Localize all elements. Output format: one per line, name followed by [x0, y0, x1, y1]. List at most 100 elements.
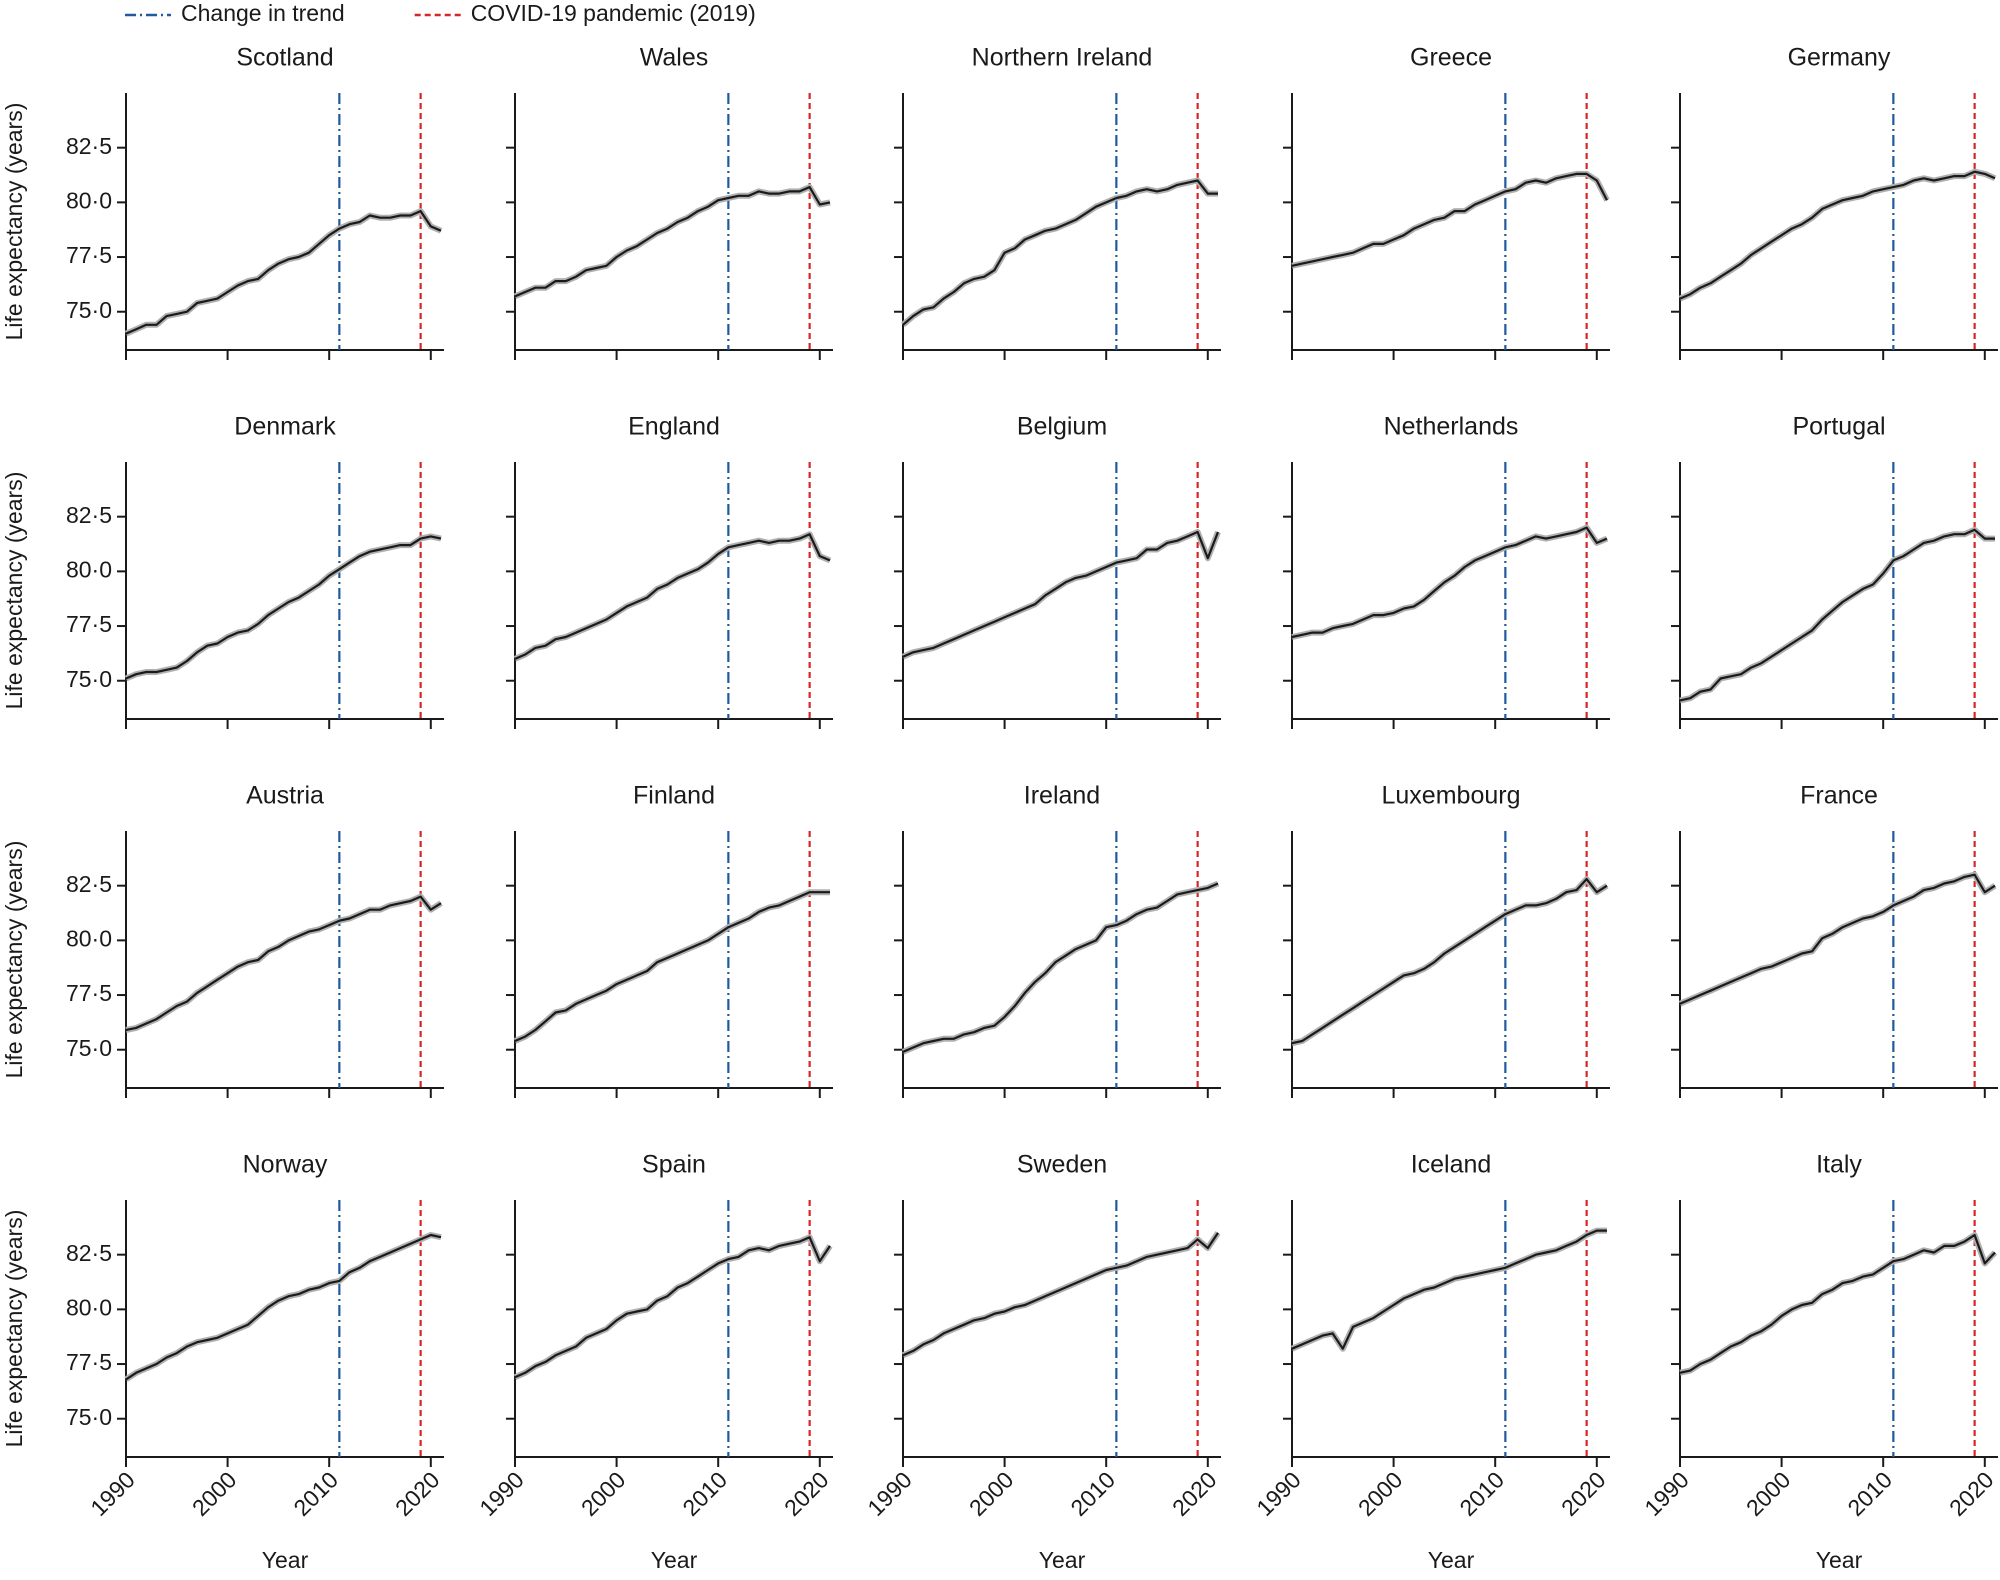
- line-halo: [901, 880, 1220, 1055]
- legend-label: Change in trend: [181, 0, 345, 26]
- panel-title: Denmark: [234, 413, 336, 441]
- x-tick-label: 2020: [1556, 1466, 1611, 1521]
- series-line: [125, 210, 442, 335]
- panel-title: Luxembourg: [1382, 782, 1521, 810]
- y-tick-label: 80·0: [66, 925, 112, 951]
- line-halo: [1291, 876, 1609, 1047]
- panel-title: Belgium: [1017, 413, 1107, 441]
- y-tick-label: 77·5: [66, 242, 112, 268]
- panel-title: Sweden: [1017, 1151, 1107, 1179]
- panel-title: Greece: [1410, 44, 1492, 72]
- x-tick-label: 1990: [1251, 1466, 1306, 1521]
- panel-title: Ireland: [1024, 782, 1100, 810]
- y-tick-label: 82·5: [66, 871, 112, 897]
- x-tick-label: 2000: [964, 1466, 1019, 1521]
- line-halo: [1679, 1232, 1998, 1376]
- panel-title: Germany: [1788, 44, 1891, 72]
- x-tick-label: 2010: [1842, 1466, 1897, 1521]
- panel-title: Austria: [246, 782, 324, 810]
- x-axis-label: Year: [1039, 1547, 1086, 1573]
- x-tick-label: 2000: [1741, 1466, 1796, 1521]
- series-line: [1291, 172, 1608, 267]
- x-axis-label: Year: [651, 1547, 698, 1573]
- y-tick-label: 77·5: [66, 611, 112, 637]
- panel-title: Scotland: [236, 44, 333, 72]
- y-tick-label: 82·5: [66, 1240, 112, 1266]
- panel-title: Netherlands: [1384, 413, 1519, 441]
- series-line: [514, 533, 831, 660]
- x-tick-label: 1990: [1639, 1466, 1694, 1521]
- line-halo: [125, 893, 443, 1033]
- y-tick-label: 75·0: [66, 666, 112, 692]
- panel-title: France: [1800, 782, 1878, 810]
- series-line: [514, 1236, 831, 1379]
- x-tick-label: 2010: [1454, 1466, 1509, 1521]
- x-tick-label: 2000: [187, 1466, 242, 1521]
- y-tick-label: 82·5: [66, 502, 112, 528]
- series-line: [902, 530, 1220, 658]
- x-tick-label: 2010: [288, 1466, 343, 1521]
- x-tick-label: 2020: [390, 1466, 445, 1521]
- line-halo: [901, 529, 1221, 660]
- series-line: [1679, 873, 1996, 1005]
- panel-title: Finland: [633, 782, 715, 810]
- panel-title: Spain: [642, 1151, 706, 1179]
- line-halo: [124, 533, 442, 682]
- line-halo: [513, 1234, 833, 1380]
- series-line: [1291, 878, 1608, 1045]
- line-halo: [513, 531, 832, 662]
- x-axis-label: Year: [1816, 1547, 1863, 1573]
- x-tick-label: 2020: [779, 1466, 834, 1521]
- panel-title: Iceland: [1411, 1151, 1492, 1179]
- y-tick-label: 80·0: [66, 187, 112, 213]
- series-line: [514, 186, 831, 298]
- line-halo: [513, 889, 830, 1044]
- x-tick-label: 2020: [1167, 1466, 1222, 1521]
- x-tick-label: 2010: [1065, 1466, 1120, 1521]
- legend-label: COVID-19 pandemic (2019): [471, 0, 756, 26]
- series-line: [1291, 526, 1608, 639]
- line-halo: [1679, 526, 1995, 704]
- y-axis-label: Life expectancy (years): [1, 472, 27, 710]
- y-tick-label: 77·5: [66, 1349, 112, 1375]
- panel-title: Wales: [640, 44, 709, 72]
- y-tick-label: 80·0: [66, 556, 112, 582]
- x-axis-label: Year: [1428, 1547, 1475, 1573]
- y-tick-label: 75·0: [66, 297, 112, 323]
- x-tick-label: 2020: [1944, 1466, 1999, 1521]
- y-tick-label: 82·5: [66, 133, 112, 159]
- y-tick-label: 77·5: [66, 980, 112, 1006]
- line-halo: [901, 177, 1218, 328]
- y-tick-label: 75·0: [66, 1035, 112, 1061]
- series-line: [1291, 1229, 1607, 1350]
- y-axis-label: Life expectancy (years): [1, 1210, 27, 1448]
- x-tick-label: 1990: [474, 1466, 529, 1521]
- series-line: [1679, 1233, 1996, 1374]
- y-axis-label: Life expectancy (years): [1, 103, 27, 341]
- series-line: [902, 179, 1218, 326]
- panel-title: Italy: [1816, 1151, 1862, 1179]
- series-line: [514, 891, 830, 1043]
- panel-title: Northern Ireland: [972, 44, 1153, 72]
- panel-title: England: [628, 413, 720, 441]
- series-line: [125, 535, 442, 680]
- x-tick-label: 2000: [576, 1466, 631, 1521]
- line-halo: [124, 1232, 442, 1382]
- series-line: [1679, 170, 1996, 300]
- line-halo: [1291, 170, 1610, 269]
- panel-title: Norway: [243, 1151, 328, 1179]
- series-line: [902, 1232, 1219, 1357]
- series-line: [902, 882, 1219, 1053]
- x-tick-label: 2010: [677, 1466, 732, 1521]
- y-tick-label: 80·0: [66, 1294, 112, 1320]
- series-line: [125, 1233, 442, 1381]
- line-halo: [1291, 524, 1609, 640]
- y-axis-label: Life expectancy (years): [1, 841, 27, 1079]
- series-line: [1679, 528, 1995, 702]
- x-tick-label: 1990: [862, 1466, 917, 1521]
- line-halo: [1678, 168, 1997, 302]
- x-tick-label: 2000: [1353, 1466, 1408, 1521]
- y-tick-label: 75·0: [66, 1404, 112, 1430]
